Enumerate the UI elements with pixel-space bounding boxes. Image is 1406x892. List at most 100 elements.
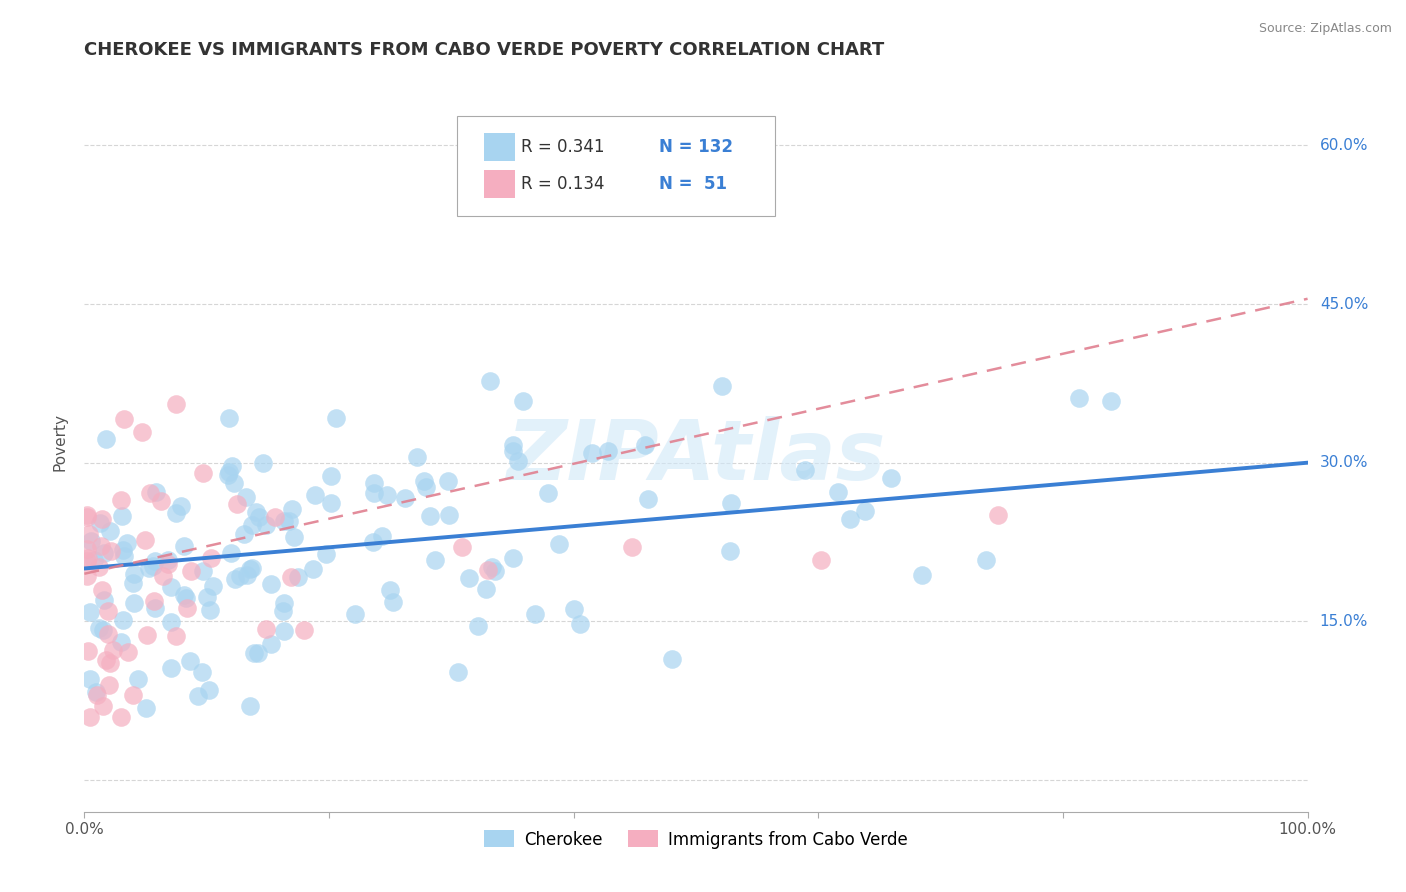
Point bbox=[122, 576, 145, 591]
Y-axis label: Poverty: Poverty bbox=[52, 412, 67, 471]
Point bbox=[375, 488, 398, 502]
Point bbox=[190, 665, 212, 679]
Point bbox=[413, 474, 436, 488]
Point bbox=[254, 518, 277, 533]
Point bbox=[233, 527, 256, 541]
FancyBboxPatch shape bbox=[457, 116, 776, 216]
Text: 60.0%: 60.0% bbox=[1320, 138, 1368, 153]
Text: R = 0.134: R = 0.134 bbox=[522, 175, 605, 193]
Point bbox=[484, 565, 506, 579]
Point bbox=[243, 646, 266, 660]
Point bbox=[135, 700, 157, 714]
Point bbox=[100, 544, 122, 558]
Point bbox=[157, 557, 180, 571]
Point bbox=[142, 559, 165, 574]
Point bbox=[810, 553, 832, 567]
Point bbox=[634, 438, 657, 452]
Point bbox=[122, 689, 145, 703]
Point bbox=[321, 468, 343, 483]
Point bbox=[271, 604, 294, 618]
Point bbox=[547, 537, 569, 551]
Text: R = 0.341: R = 0.341 bbox=[522, 138, 605, 156]
Point bbox=[77, 644, 100, 658]
Point bbox=[100, 524, 122, 538]
Point bbox=[111, 542, 134, 557]
Point bbox=[76, 554, 98, 568]
Point bbox=[581, 446, 603, 460]
Text: Source: ZipAtlas.com: Source: ZipAtlas.com bbox=[1258, 22, 1392, 36]
Point bbox=[273, 596, 295, 610]
FancyBboxPatch shape bbox=[484, 133, 515, 161]
Text: 30.0%: 30.0% bbox=[1320, 455, 1368, 470]
Point bbox=[292, 624, 315, 638]
Point bbox=[437, 474, 460, 488]
Point bbox=[180, 564, 202, 578]
Point bbox=[235, 568, 257, 582]
Point bbox=[987, 508, 1010, 523]
Point bbox=[793, 463, 815, 477]
Text: CHEROKEE VS IMMIGRANTS FROM CABO VERDE POVERTY CORRELATION CHART: CHEROKEE VS IMMIGRANTS FROM CABO VERDE P… bbox=[84, 41, 884, 59]
Point bbox=[406, 450, 429, 465]
Point bbox=[200, 550, 222, 565]
Point bbox=[502, 437, 524, 451]
Point bbox=[176, 600, 198, 615]
Point bbox=[562, 602, 585, 616]
Point bbox=[93, 592, 115, 607]
Point bbox=[363, 486, 385, 500]
Point bbox=[880, 471, 903, 485]
Point bbox=[974, 553, 997, 567]
Point bbox=[260, 637, 283, 651]
Point bbox=[394, 491, 416, 505]
Point bbox=[477, 563, 499, 577]
Point bbox=[198, 603, 221, 617]
Point bbox=[363, 476, 385, 491]
Point bbox=[278, 515, 301, 529]
Point bbox=[224, 572, 246, 586]
Point bbox=[239, 561, 262, 575]
Point bbox=[187, 689, 209, 703]
Point bbox=[76, 569, 98, 583]
Point bbox=[143, 554, 166, 568]
Point bbox=[361, 535, 384, 549]
Point bbox=[252, 456, 274, 470]
Point bbox=[115, 535, 138, 549]
Point bbox=[160, 615, 183, 629]
Point bbox=[478, 374, 501, 388]
Point bbox=[304, 488, 326, 502]
Point bbox=[112, 549, 135, 564]
Point bbox=[437, 508, 460, 522]
Point bbox=[90, 583, 112, 598]
Point bbox=[247, 646, 270, 660]
Point bbox=[76, 541, 98, 556]
Text: 45.0%: 45.0% bbox=[1320, 296, 1368, 311]
FancyBboxPatch shape bbox=[484, 169, 515, 198]
Point bbox=[319, 496, 342, 510]
Point bbox=[218, 411, 240, 425]
Point bbox=[325, 410, 347, 425]
Point bbox=[827, 485, 849, 500]
Point bbox=[159, 580, 181, 594]
Point bbox=[83, 553, 105, 567]
Legend: Cherokee, Immigrants from Cabo Verde: Cherokee, Immigrants from Cabo Verde bbox=[478, 823, 914, 855]
Point bbox=[86, 689, 108, 703]
Text: 15.0%: 15.0% bbox=[1320, 614, 1368, 629]
Point bbox=[110, 492, 132, 507]
Point bbox=[136, 627, 159, 641]
Point bbox=[263, 510, 285, 524]
Point bbox=[152, 568, 174, 582]
Text: N =  51: N = 51 bbox=[659, 175, 727, 193]
Point bbox=[273, 624, 295, 638]
Point bbox=[179, 654, 201, 668]
Point bbox=[122, 596, 145, 610]
Point bbox=[138, 561, 160, 575]
Point bbox=[256, 622, 278, 636]
Point bbox=[661, 652, 683, 666]
Point bbox=[94, 433, 117, 447]
Point bbox=[145, 484, 167, 499]
Point bbox=[239, 699, 262, 714]
Point bbox=[302, 562, 325, 576]
Point bbox=[344, 607, 367, 621]
Point bbox=[198, 683, 221, 698]
Point bbox=[226, 497, 249, 511]
Point bbox=[415, 480, 437, 494]
